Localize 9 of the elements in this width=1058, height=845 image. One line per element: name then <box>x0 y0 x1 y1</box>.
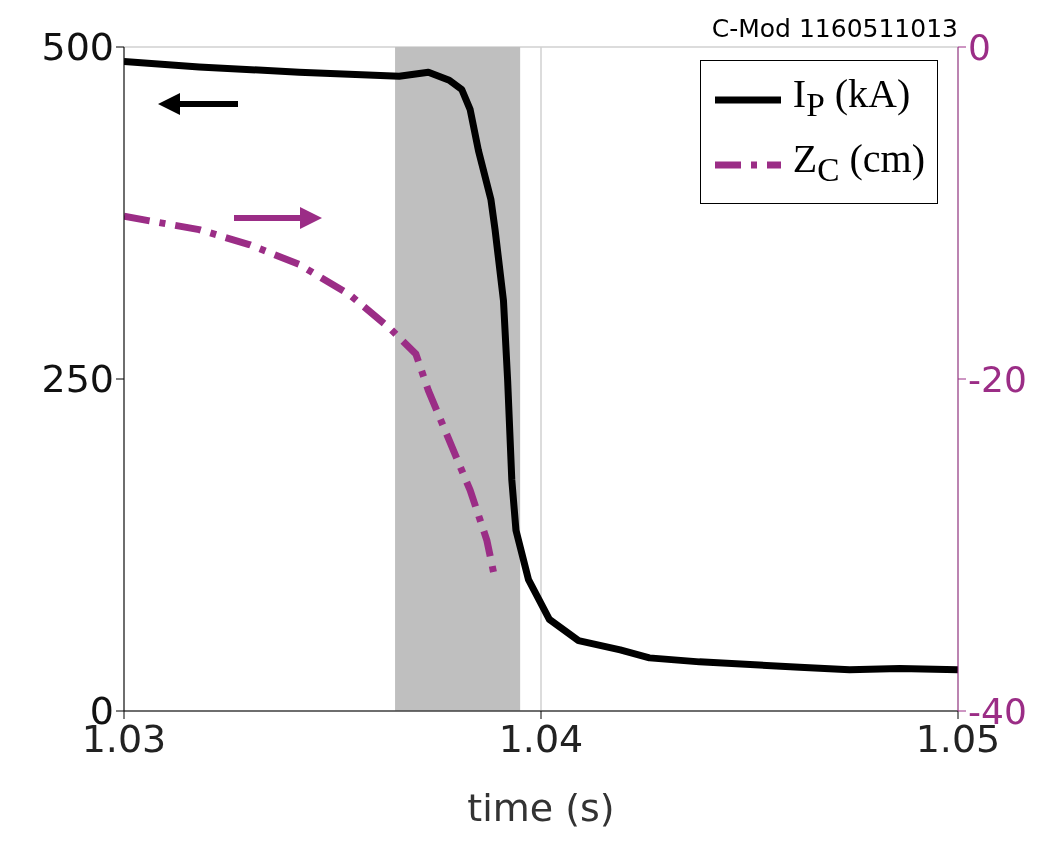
y2-tick-label: -20 <box>968 358 1027 400</box>
y-tick-label: 500 <box>41 25 114 70</box>
y2-tick-label: 0 <box>968 26 991 68</box>
legend-label: I$_{P}$ (kA) <box>792 70 911 125</box>
y-tick-label: 250 <box>41 357 114 402</box>
x-tick-label: 1.04 <box>498 716 584 761</box>
x-axis-title: time (s) <box>467 786 615 830</box>
chart-title: C-Mod 1160511013 <box>711 14 958 43</box>
legend-label: Z$_{C}$ (cm) <box>792 135 925 190</box>
